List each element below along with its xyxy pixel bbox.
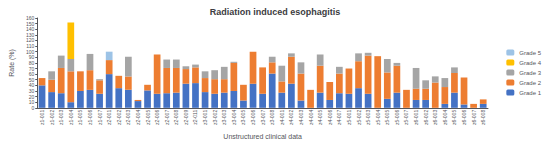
svg-text:z3-002: z3-002 [212,110,218,126]
svg-text:z4-005: z4-005 [317,110,323,126]
svg-text:Radiation induced esophagitis: Radiation induced esophagitis [210,7,341,17]
svg-text:z1-007: z1-007 [97,110,103,126]
svg-text:z3-006: z3-006 [250,110,256,126]
svg-text:z2-006: z2-006 [154,110,160,126]
svg-text:z1-002: z1-002 [49,110,55,126]
svg-text:z3-004: z3-004 [231,110,237,126]
svg-text:Grade 5: Grade 5 [519,50,541,56]
svg-text:z5-006: z5-006 [394,110,400,126]
svg-text:50: 50 [29,77,35,83]
svg-text:Rate (%): Rate (%) [8,49,16,77]
svg-text:Grade 1: Grade 1 [519,90,541,96]
svg-text:z5-007: z5-007 [403,110,409,126]
svg-text:Grade 4: Grade 4 [519,60,541,66]
svg-text:0: 0 [31,105,34,111]
svg-text:10: 10 [29,99,35,105]
svg-text:z3-003: z3-003 [221,110,227,126]
svg-text:z2-008: z2-008 [173,110,179,126]
svg-text:20: 20 [29,94,35,100]
svg-text:z6-007: z6-007 [471,110,477,126]
svg-text:z1-001: z1-001 [39,110,45,126]
svg-text:z3-001: z3-001 [202,110,208,126]
svg-text:100: 100 [26,49,35,55]
svg-text:110: 110 [26,43,34,49]
svg-text:z6-008: z6-008 [480,110,486,126]
svg-text:z4-004: z4-004 [308,110,314,126]
svg-text:Unstructured clinical data: Unstructured clinical data [223,133,302,140]
svg-text:z1-005: z1-005 [77,110,83,126]
svg-text:z2-002: z2-002 [116,110,122,126]
svg-text:130: 130 [26,32,35,38]
svg-text:z2-007: z2-007 [164,110,170,126]
svg-text:z6-003: z6-003 [432,110,438,126]
svg-text:z6-006: z6-006 [461,110,467,126]
svg-text:z6-002: z6-002 [423,110,429,126]
svg-text:z5-001: z5-001 [346,110,352,126]
svg-text:Grade 2: Grade 2 [519,80,541,86]
svg-text:140: 140 [26,26,35,32]
svg-text:z2-005: z2-005 [145,110,151,126]
svg-text:60: 60 [29,71,35,77]
svg-text:z4-007: z4-007 [336,110,342,126]
svg-text:z5-003: z5-003 [365,110,371,126]
svg-text:z4-006: z4-006 [327,110,333,126]
svg-text:z5-005: z5-005 [384,110,390,126]
svg-text:z2-001: z2-001 [106,110,112,126]
svg-text:z5-002: z5-002 [356,110,362,126]
svg-text:z1-006: z1-006 [87,110,93,126]
svg-text:80: 80 [29,60,35,66]
svg-text:160: 160 [26,15,35,21]
svg-text:z3-008: z3-008 [269,110,275,126]
svg-text:z6-005: z6-005 [451,110,457,126]
svg-text:90: 90 [29,54,35,60]
svg-text:120: 120 [26,37,35,43]
svg-text:Grade 3: Grade 3 [519,70,541,76]
svg-text:z4-003: z4-003 [298,110,304,126]
svg-text:z3-005: z3-005 [240,110,246,126]
svg-text:70: 70 [29,66,35,72]
svg-text:z6-001: z6-001 [413,110,419,126]
svg-text:150: 150 [26,21,35,27]
svg-text:z3-007: z3-007 [260,110,266,126]
svg-text:z1-004: z1-004 [68,110,74,126]
svg-text:z2-004: z2-004 [135,110,141,126]
svg-text:z6-004: z6-004 [442,110,448,126]
svg-text:z2-003: z2-003 [125,110,131,126]
svg-text:z4-002: z4-002 [288,110,294,126]
svg-text:z4-001: z4-001 [279,110,285,126]
svg-text:z2-011: z2-011 [192,110,198,125]
svg-text:z2-009: z2-009 [183,110,189,126]
svg-text:z5-004: z5-004 [375,110,381,126]
svg-text:z1-003: z1-003 [58,110,64,126]
svg-text:40: 40 [29,82,35,88]
svg-text:30: 30 [29,88,35,94]
